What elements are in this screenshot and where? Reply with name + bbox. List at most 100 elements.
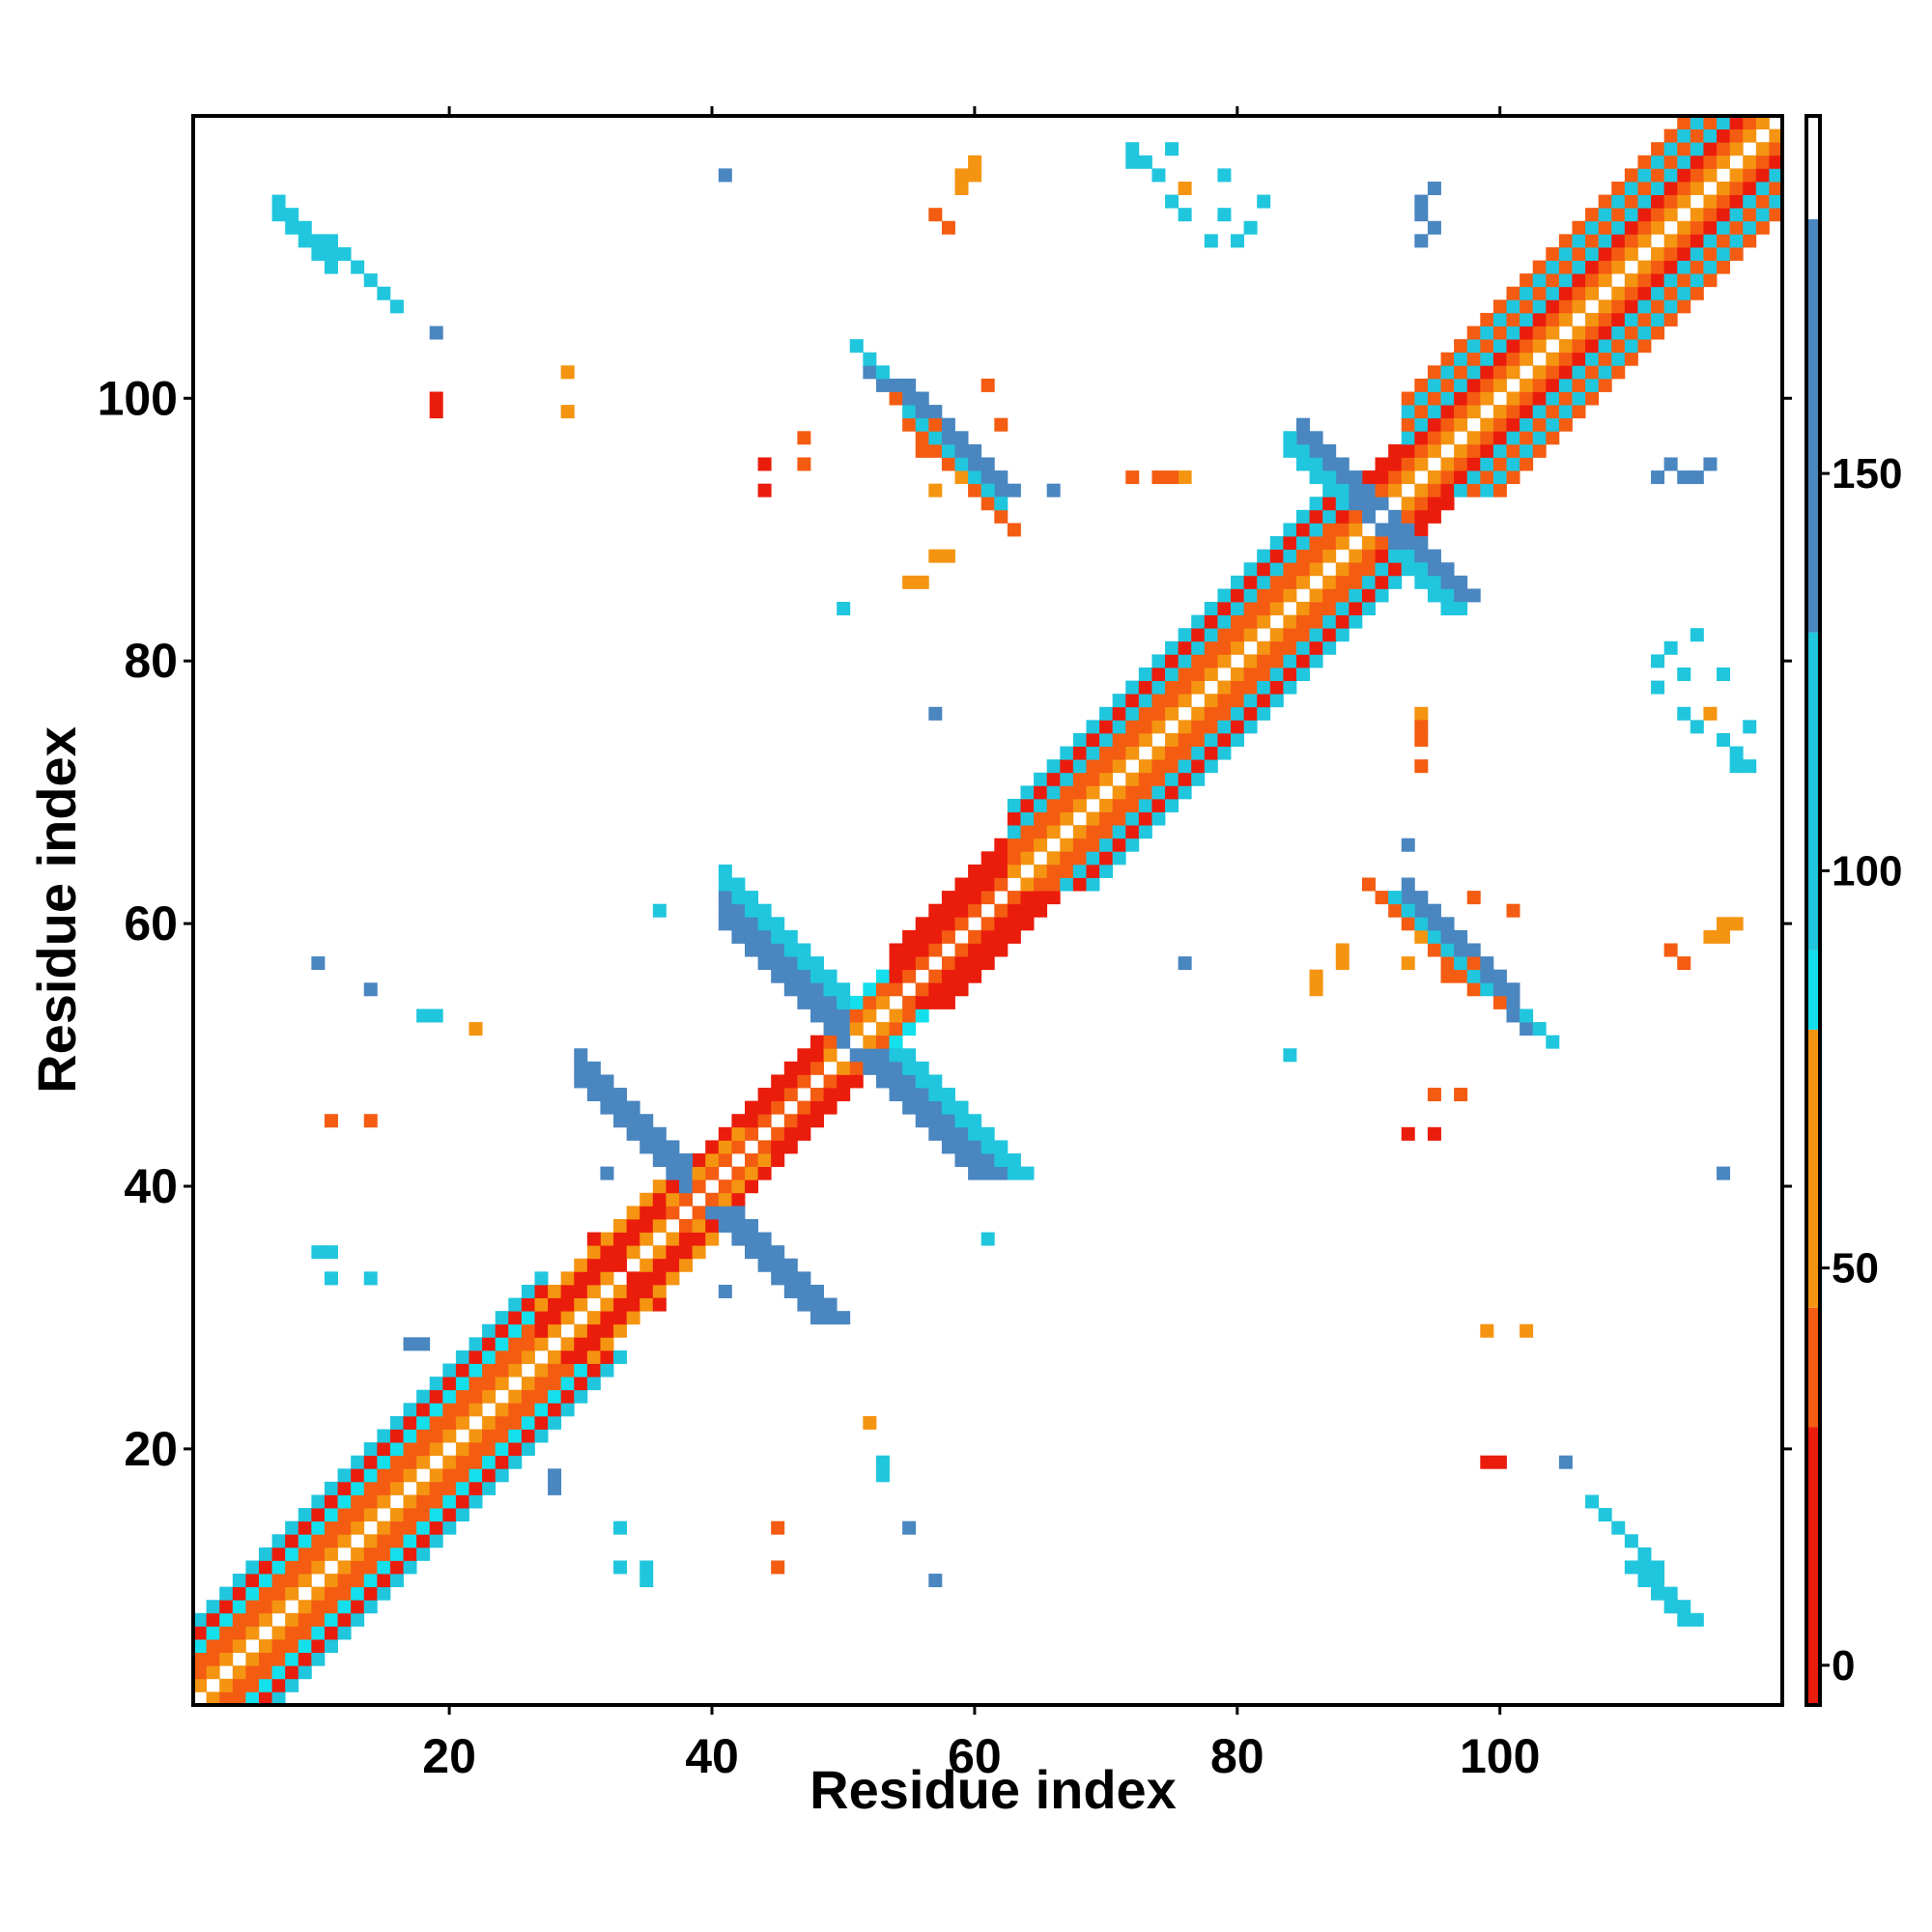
heatmap-cell [915, 1074, 929, 1089]
heatmap-cell [705, 1166, 720, 1180]
heatmap-cell [560, 1389, 575, 1404]
heatmap-cell [1743, 234, 1757, 248]
heatmap-cell [1611, 220, 1626, 235]
heatmap-cell [849, 1048, 864, 1063]
heatmap-cell [600, 1232, 614, 1246]
heatmap-cell [1112, 838, 1126, 852]
heatmap-cell [1231, 588, 1245, 603]
heatmap-cell [1257, 588, 1271, 603]
heatmap-cell [1125, 785, 1140, 800]
heatmap-cell [810, 1297, 824, 1312]
heatmap-cell [1492, 339, 1507, 354]
heatmap-cell [548, 1363, 562, 1378]
heatmap-cell [1729, 181, 1744, 195]
heatmap-cell [1427, 470, 1441, 485]
heatmap-cell [1520, 443, 1534, 458]
heatmap-cell [1361, 562, 1376, 577]
heatmap-cell [1138, 155, 1152, 169]
heatmap-cell [1322, 509, 1337, 524]
heatmap-cell [351, 1560, 365, 1575]
heatmap-cell [1401, 523, 1415, 537]
heatmap-cell [1703, 208, 1718, 222]
heatmap-cell [377, 1481, 391, 1495]
heatmap-cell [941, 891, 955, 905]
heatmap-cell [1072, 877, 1087, 892]
heatmap-cell [1151, 470, 1166, 485]
heatmap-cell [1375, 483, 1389, 497]
heatmap-cell [1677, 667, 1691, 681]
heatmap-cell [1217, 168, 1232, 183]
heatmap-cell [954, 1126, 969, 1141]
heatmap-cell [928, 995, 943, 1009]
heatmap-cell [1690, 128, 1704, 143]
heatmap-cell [324, 246, 338, 261]
heatmap-cell [1755, 155, 1770, 169]
heatmap-cell [1335, 483, 1350, 497]
heatmap-cell [389, 1534, 404, 1548]
heatmap-cell [1729, 194, 1744, 209]
heatmap-cell [718, 877, 732, 892]
heatmap-cell [416, 1337, 431, 1351]
heatmap-cell [1007, 1153, 1021, 1168]
heatmap-cell [574, 1350, 588, 1364]
heatmap-cell [666, 1192, 680, 1207]
heatmap-cell [626, 1245, 640, 1260]
heatmap-cell [586, 1311, 601, 1325]
heatmap-cell [1532, 339, 1547, 354]
heatmap-cell [1520, 405, 1534, 419]
heatmap-cell [389, 1429, 404, 1443]
heatmap-cell [586, 1245, 601, 1260]
heatmap-cell [508, 1323, 523, 1338]
heatmap-cell [508, 1389, 523, 1404]
heatmap-cell [1466, 483, 1481, 497]
heatmap-cell [1520, 352, 1534, 366]
heatmap-cell [1506, 365, 1520, 380]
heatmap-cell [980, 1140, 995, 1154]
heatmap-cell [692, 1232, 706, 1246]
heatmap-cell [889, 1061, 903, 1075]
heatmap-cell [508, 1350, 523, 1364]
heatmap-cell [1295, 562, 1310, 577]
heatmap-cell [1769, 128, 1783, 143]
heatmap-cell [1414, 917, 1429, 931]
heatmap-cell [429, 1377, 443, 1391]
heatmap-cell [258, 1652, 272, 1666]
heatmap-cell [1717, 220, 1731, 235]
heatmap-cell [416, 1520, 431, 1535]
heatmap-cell [1624, 234, 1638, 248]
heatmap-cell [1165, 746, 1179, 760]
heatmap-cell [600, 1297, 614, 1312]
heatmap-cell [429, 1481, 443, 1495]
heatmap-cell [1440, 405, 1455, 419]
heatmap-cell [1440, 457, 1455, 471]
heatmap-cell [810, 1035, 824, 1049]
heatmap-cell [351, 1612, 365, 1627]
heatmap-cell [416, 1508, 431, 1522]
heatmap-cell [968, 969, 982, 983]
heatmap-cell [731, 1166, 746, 1180]
heatmap-cell [1375, 891, 1389, 905]
heatmap-cell [1414, 457, 1429, 471]
heatmap-cell [600, 1350, 614, 1364]
heatmap-cell [245, 1600, 260, 1614]
heatmap-cell [1743, 194, 1757, 209]
colorbar-tick-label: 100 [1832, 847, 1902, 895]
heatmap-cell [639, 1218, 654, 1233]
heatmap-cell [455, 1508, 469, 1522]
heatmap-cell [1349, 602, 1363, 616]
heatmap-cell [771, 1560, 785, 1575]
colorbar-segment [1806, 950, 1820, 1030]
heatmap-cell [1703, 128, 1718, 143]
heatmap-cell [219, 1586, 234, 1601]
heatmap-cell [1690, 168, 1704, 183]
heatmap-cell [337, 246, 352, 261]
heatmap-cell [258, 1560, 272, 1575]
heatmap-cell [1520, 326, 1534, 340]
heatmap-cell [534, 1363, 549, 1378]
heatmap-cell [298, 1547, 312, 1561]
heatmap-cell [1637, 312, 1652, 327]
heatmap-cell [1717, 917, 1731, 931]
heatmap-cell [560, 1284, 575, 1298]
